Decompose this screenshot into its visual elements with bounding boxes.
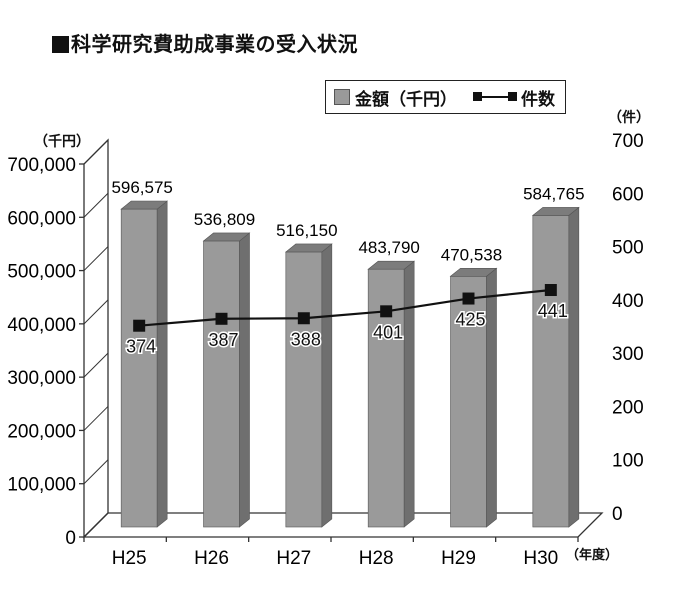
bar-side xyxy=(156,200,168,528)
line-point-marker xyxy=(215,312,228,325)
legend-line-label: 件数 xyxy=(521,89,555,110)
right-axis-unit: （件） xyxy=(608,110,650,126)
left-tick-label: 400,000 xyxy=(7,315,76,336)
line-data-label: 401 xyxy=(373,322,403,342)
line-data-label: 425 xyxy=(455,310,485,330)
left-wall-gridline xyxy=(83,406,109,431)
title-square-icon xyxy=(52,36,69,53)
x-tick-label: H29 xyxy=(441,548,476,569)
line-point-marker xyxy=(297,312,310,325)
x-tick-label: H28 xyxy=(359,548,394,569)
bar-data-label: 483,790 xyxy=(358,238,419,257)
left-tick-label: 500,000 xyxy=(7,262,76,283)
count-series-line xyxy=(139,288,551,327)
legend-line-marker-icon xyxy=(473,90,517,104)
bar xyxy=(120,208,158,528)
bar-top xyxy=(284,243,333,253)
bar-side xyxy=(486,267,497,528)
left-axis-unit: （千円） xyxy=(34,134,90,150)
legend-bar-label: 金額（千円） xyxy=(355,89,457,110)
bar-top xyxy=(202,232,251,242)
bar-top xyxy=(120,200,169,210)
bar xyxy=(285,251,323,528)
bar-side xyxy=(568,206,580,528)
bar-top xyxy=(449,267,498,277)
x-tick-label: H26 xyxy=(194,548,229,569)
line-data-label: 387 xyxy=(208,330,238,350)
right-tick-label: 700 xyxy=(612,131,644,152)
bar-top xyxy=(531,207,580,216)
line-point-marker xyxy=(544,284,557,297)
bar-data-label: 536,809 xyxy=(194,210,255,229)
right-tick-label: 500 xyxy=(612,238,644,259)
x-tick-label: H30 xyxy=(523,548,558,569)
bar-top xyxy=(367,260,416,270)
line-data-label: 388 xyxy=(291,329,321,349)
left-tick-label: 600,000 xyxy=(7,208,76,229)
right-tick-label: 400 xyxy=(612,291,644,312)
line-data-label: 441 xyxy=(538,301,568,321)
left-tick-label: 700,000 xyxy=(7,155,76,176)
left-wall-gridline xyxy=(83,139,109,165)
x-axis-unit: （年度） xyxy=(566,548,619,563)
right-tick-label: 600 xyxy=(612,184,644,205)
bar-data-label: 596,575 xyxy=(111,178,172,197)
line-point-marker xyxy=(133,319,146,332)
left-wall-gridline xyxy=(83,459,109,485)
bar xyxy=(532,215,570,528)
x-tick-label: H25 xyxy=(112,548,147,569)
line-data-label: 374 xyxy=(126,337,156,357)
bar-side xyxy=(321,243,333,528)
right-tick-label: 200 xyxy=(612,397,644,418)
chart-title: 科学研究費助成事業の受入状況 xyxy=(52,28,358,57)
bar-side xyxy=(403,260,415,528)
bar-data-label: 470,538 xyxy=(441,245,502,264)
bar xyxy=(450,275,487,528)
left-tick-label: 100,000 xyxy=(7,475,76,496)
left-wall-gridline xyxy=(83,192,109,218)
left-wall-gridline xyxy=(83,512,109,538)
left-wall-gridline xyxy=(83,246,109,271)
right-tick-label: 0 xyxy=(612,504,623,525)
left-tick-label: 300,000 xyxy=(7,368,76,389)
left-wall-gridline xyxy=(83,299,109,325)
legend-bar-swatch xyxy=(334,89,350,105)
left-wall xyxy=(83,138,109,539)
line-point-marker xyxy=(462,292,475,305)
chart-title-text: 科学研究費助成事業の受入状況 xyxy=(71,32,358,56)
bar-data-label: 516,150 xyxy=(276,221,337,240)
legend: 金額（千円） 件数 xyxy=(325,80,566,114)
right-tick-label: 300 xyxy=(612,344,644,365)
left-tick-label: 0 xyxy=(65,528,76,549)
bar-data-label: 584,765 xyxy=(523,184,584,203)
left-tick-label: 200,000 xyxy=(7,421,76,442)
x-tick-label: H27 xyxy=(276,548,311,569)
legend-marker-square xyxy=(473,92,482,101)
bar xyxy=(203,240,240,528)
left-wall-gridline xyxy=(83,352,109,378)
right-tick-label: 100 xyxy=(612,451,644,472)
line-point-marker xyxy=(380,305,393,318)
legend-marker-square xyxy=(508,92,517,101)
bar-side xyxy=(239,232,250,528)
